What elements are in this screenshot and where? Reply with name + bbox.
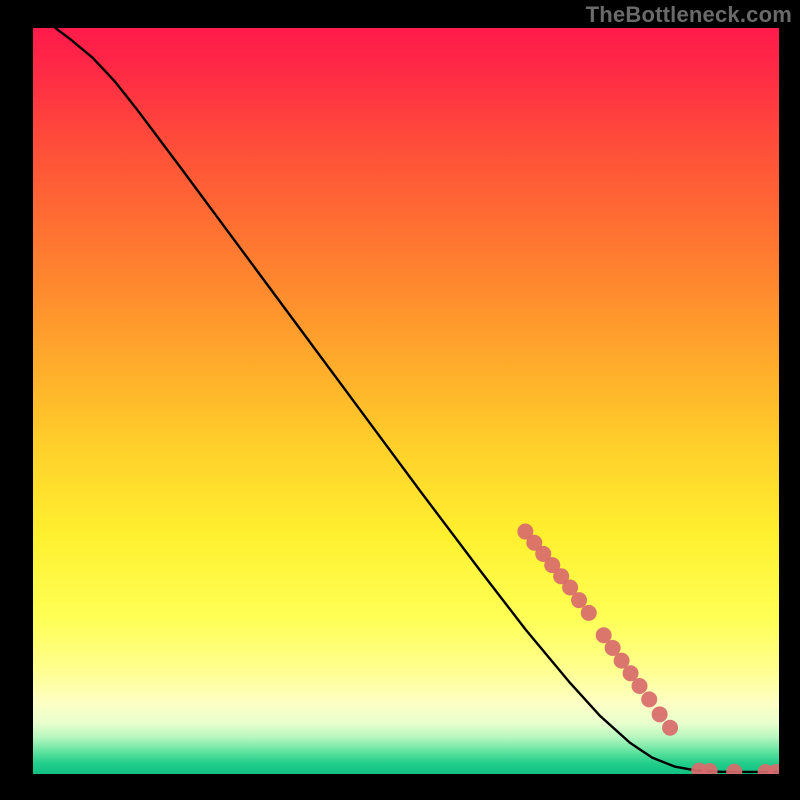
marker-point	[632, 678, 648, 694]
gradient-background	[33, 28, 779, 774]
marker-point	[581, 605, 597, 621]
marker-point	[641, 691, 657, 707]
chart-frame: TheBottleneck.com	[0, 0, 800, 800]
plot-area	[33, 28, 779, 774]
marker-point	[662, 720, 678, 736]
marker-point	[571, 592, 587, 608]
chart-svg	[33, 28, 779, 774]
marker-point	[652, 706, 668, 722]
watermark-text: TheBottleneck.com	[586, 2, 792, 28]
